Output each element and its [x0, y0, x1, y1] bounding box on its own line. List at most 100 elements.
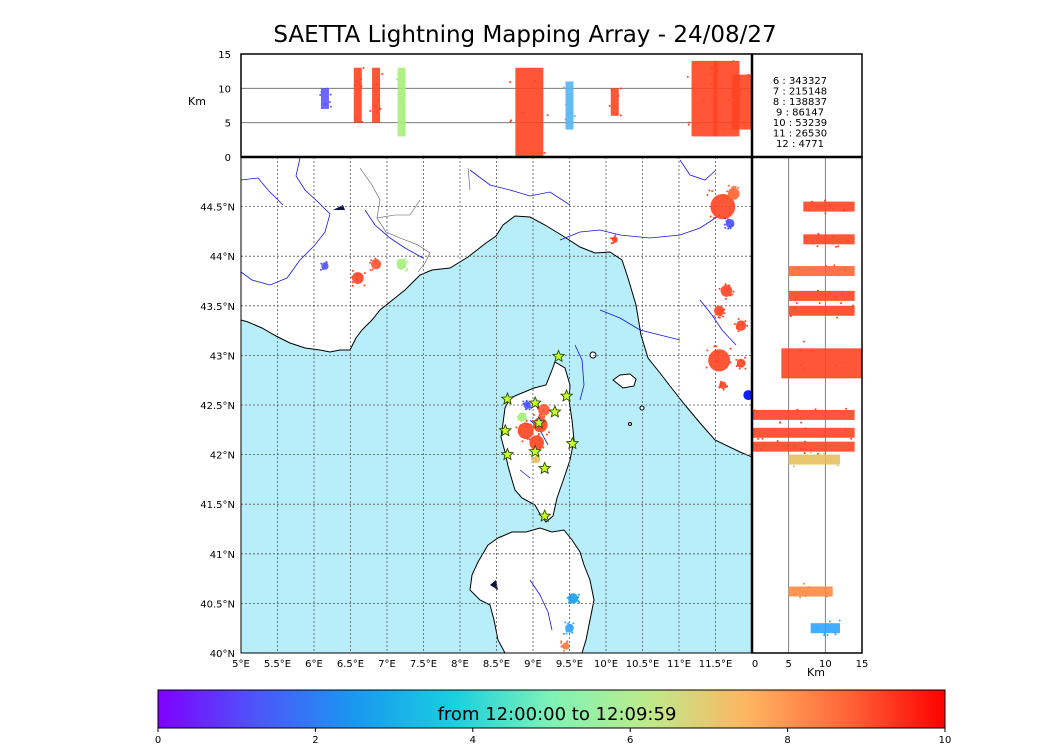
- station-star-icon: [565, 436, 580, 450]
- side-unit-label: Km: [807, 666, 825, 679]
- station-star-icon: [500, 391, 515, 405]
- lightning-source: [715, 345, 718, 348]
- lightning-source: [732, 191, 735, 194]
- side-source: [814, 408, 817, 411]
- altitude-cell: [515, 67, 544, 157]
- lightning-source: [397, 266, 400, 269]
- side-source: [793, 306, 796, 309]
- side-cell: [752, 441, 855, 452]
- altitude-tick-label: 15: [218, 50, 231, 61]
- altitude-source: [543, 151, 546, 154]
- side-source: [804, 440, 807, 443]
- side-source: [844, 270, 847, 273]
- lightning-source: [611, 237, 614, 240]
- altitude-source: [397, 100, 400, 103]
- lightning-source: [374, 257, 377, 260]
- side-source: [807, 209, 810, 212]
- altitude-source: [354, 84, 357, 87]
- lon-tick-label: 10°E: [594, 659, 618, 670]
- lon-tick-label: 7.5°E: [410, 659, 437, 670]
- lightning-source: [713, 315, 716, 318]
- lightning-source: [741, 323, 744, 326]
- side-tick-label: 5: [785, 659, 791, 670]
- lightning-source: [570, 625, 573, 628]
- side-source: [810, 350, 813, 353]
- lightning-source: [577, 596, 580, 599]
- lightning-source: [717, 351, 720, 354]
- lightning-source: [567, 601, 570, 604]
- side-source: [789, 315, 792, 318]
- altitude-cell: [610, 88, 619, 116]
- lat-tick-label: 42°N: [210, 451, 235, 462]
- lightning-source: [729, 294, 732, 297]
- altitude-source: [362, 66, 365, 69]
- lightning-source: [728, 284, 731, 287]
- lightning-source: [746, 324, 749, 327]
- lightning-source: [548, 431, 551, 434]
- side-source: [804, 427, 807, 430]
- lightning-source: [525, 407, 528, 410]
- lightning-source: [720, 309, 723, 312]
- lon-tick-label: 6.5°E: [337, 659, 364, 670]
- altitude-tick-labels: 15 10 5 0: [218, 50, 231, 164]
- lightning-source: [376, 261, 379, 264]
- lightning-source: [357, 274, 360, 277]
- lightning-source: [531, 461, 534, 464]
- altitude-source: [731, 81, 734, 84]
- lightning-source: [532, 413, 535, 416]
- altitude-source: [616, 106, 619, 109]
- side-source: [823, 632, 826, 635]
- altitude-lon-panel[interactable]: 15 10 5 0 Km: [188, 50, 766, 164]
- lightning-source: [725, 220, 728, 223]
- map-panel[interactable]: 5°E 5.5°E 6°E 6.5°E 7°E 7.5°E 8°E 8.5°E 9°E 9.5°E…: [200, 156, 754, 670]
- lightning-source: [351, 276, 354, 279]
- side-source: [828, 204, 831, 207]
- lightning-source: [535, 459, 538, 462]
- count-row: 9 : 86147: [776, 108, 824, 119]
- lightning-source: [724, 217, 727, 220]
- altitude-source: [573, 115, 576, 118]
- altitude-source: [373, 105, 376, 108]
- altitude-source: [360, 78, 363, 81]
- side-source: [819, 293, 822, 296]
- lightning-source: [521, 440, 524, 443]
- lightning-source: [737, 330, 740, 333]
- side-source: [816, 627, 819, 630]
- colorbar-tick-label: 2: [312, 735, 318, 746]
- side-source: [824, 361, 827, 364]
- count-row: 11 : 26530: [773, 129, 827, 140]
- lightning-source: [406, 268, 409, 271]
- altitude-lat-panel[interactable]: 0 5 10 15 Km: [751, 156, 869, 679]
- altitude-source: [520, 112, 523, 115]
- lightning-source: [720, 380, 723, 383]
- altitude-source: [329, 105, 332, 108]
- side-source: [823, 452, 826, 455]
- side-source: [810, 200, 813, 203]
- altitude-source: [716, 69, 719, 72]
- lightning-source: [355, 277, 358, 280]
- lightning-source: [403, 265, 406, 268]
- side-source: [793, 594, 796, 597]
- lightning-source: [724, 283, 727, 286]
- lightning-source: [610, 242, 613, 245]
- side-cell: [803, 201, 855, 212]
- station-star-icon: [531, 415, 546, 429]
- map-lightning-cells: [319, 184, 754, 653]
- lightning-source: [522, 400, 525, 403]
- lon-tick-label: 5.5°E: [264, 659, 291, 670]
- side-source: [832, 235, 835, 238]
- side-source: [802, 582, 805, 585]
- lightning-source: [527, 402, 530, 405]
- lightning-source: [615, 240, 618, 243]
- side-source: [850, 313, 853, 316]
- lightning-cell: [727, 187, 740, 200]
- altitude-source: [375, 111, 378, 114]
- altitude-source: [325, 103, 328, 106]
- side-source: [820, 435, 823, 438]
- lat-tick-label: 40°N: [210, 649, 235, 660]
- lightning-source: [562, 650, 565, 653]
- altitude-source: [400, 97, 403, 100]
- altitude-source: [571, 122, 574, 125]
- lon-tick-label: 10.5°E: [626, 659, 660, 670]
